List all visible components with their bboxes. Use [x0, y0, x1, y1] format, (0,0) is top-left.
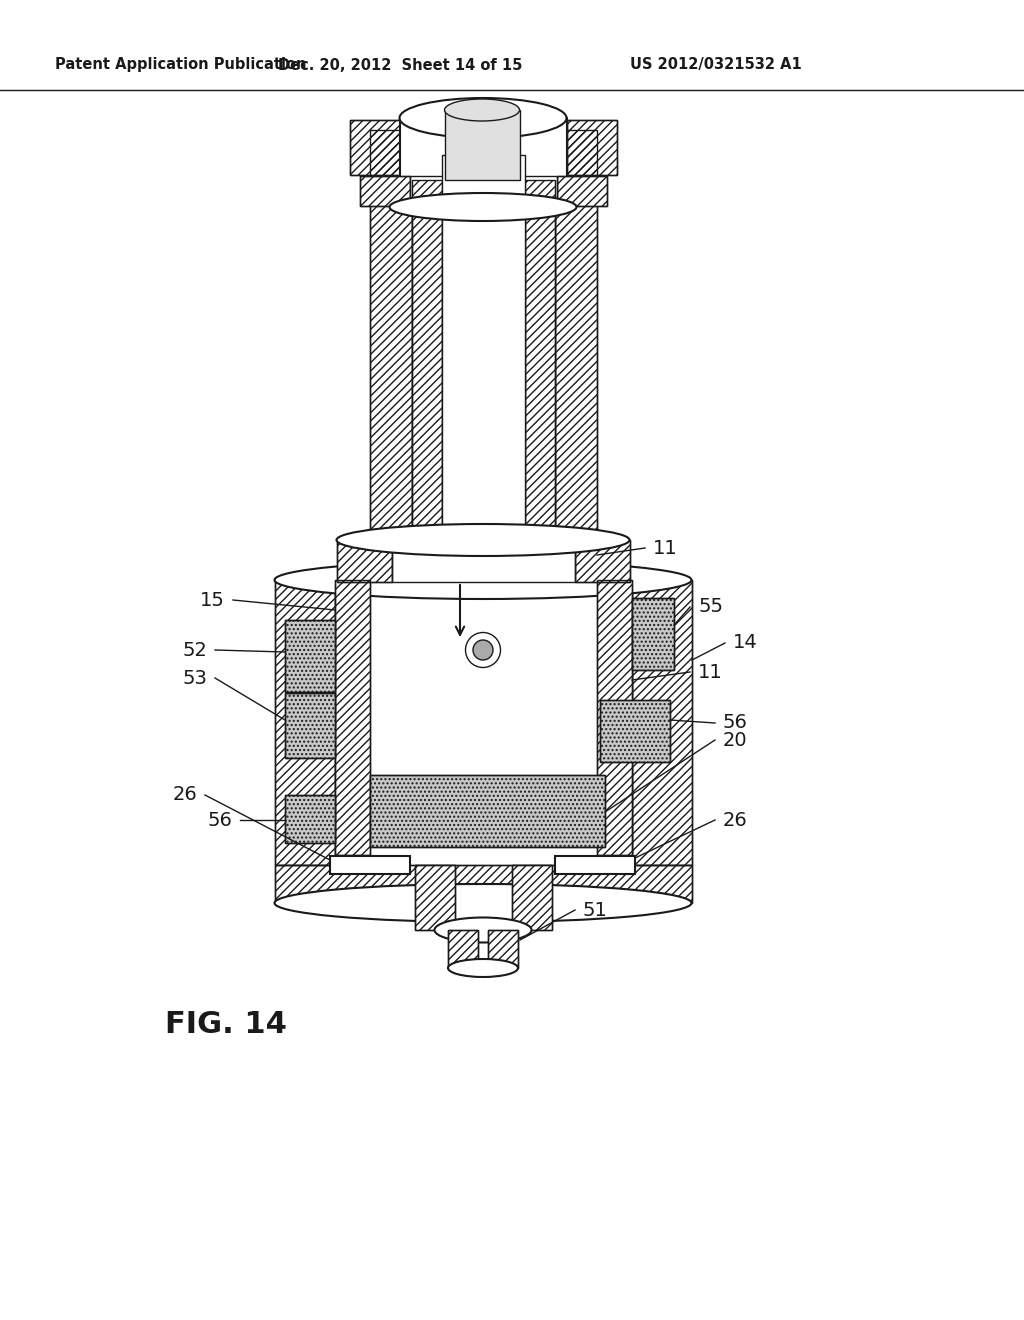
Bar — [557, 176, 607, 206]
Bar — [370, 775, 605, 847]
Bar — [525, 180, 555, 550]
Ellipse shape — [274, 884, 691, 921]
Bar — [632, 598, 674, 671]
Bar — [449, 931, 478, 968]
Bar — [337, 540, 392, 582]
Ellipse shape — [389, 193, 577, 220]
Text: 56: 56 — [207, 810, 232, 829]
Bar — [275, 579, 335, 865]
Bar — [557, 176, 607, 206]
Bar — [350, 120, 400, 176]
Ellipse shape — [449, 960, 518, 977]
Bar — [370, 775, 605, 847]
Text: 56: 56 — [723, 714, 748, 733]
Bar — [370, 129, 412, 560]
Ellipse shape — [399, 98, 566, 139]
Text: Dec. 20, 2012  Sheet 14 of 15: Dec. 20, 2012 Sheet 14 of 15 — [278, 58, 522, 73]
Bar — [632, 598, 674, 671]
Bar — [285, 620, 335, 692]
Ellipse shape — [274, 561, 691, 599]
Bar — [600, 700, 670, 762]
Text: 14: 14 — [733, 634, 758, 652]
Bar — [600, 700, 670, 762]
Bar — [337, 540, 392, 582]
Text: 52: 52 — [182, 640, 207, 660]
Bar — [285, 693, 335, 758]
Text: 11: 11 — [653, 539, 678, 557]
Bar — [400, 117, 567, 178]
Bar — [415, 865, 455, 931]
Bar — [555, 855, 635, 874]
Text: 11: 11 — [698, 663, 723, 681]
Ellipse shape — [466, 632, 501, 668]
Bar — [597, 579, 632, 855]
Bar — [330, 855, 410, 874]
Ellipse shape — [444, 99, 519, 121]
Text: 51: 51 — [583, 900, 608, 920]
Bar — [410, 176, 557, 206]
Bar — [567, 120, 617, 176]
Ellipse shape — [337, 524, 630, 556]
Bar — [445, 110, 520, 180]
Bar — [335, 579, 370, 855]
Text: 26: 26 — [723, 810, 748, 829]
Text: 15: 15 — [200, 590, 225, 610]
Bar — [555, 129, 597, 560]
Bar — [285, 795, 335, 843]
Text: 20: 20 — [723, 730, 748, 750]
Bar — [597, 579, 632, 855]
Bar — [285, 620, 335, 692]
Bar — [442, 154, 525, 545]
Bar — [575, 540, 630, 582]
Bar — [275, 579, 335, 865]
Bar — [512, 865, 552, 931]
Bar — [412, 180, 442, 550]
Bar — [488, 931, 518, 968]
Bar — [350, 120, 400, 176]
Bar — [555, 129, 597, 560]
Text: 53: 53 — [182, 668, 207, 688]
Bar — [275, 865, 692, 903]
Text: Patent Application Publication: Patent Application Publication — [55, 58, 306, 73]
Bar — [632, 579, 692, 865]
Bar — [285, 795, 335, 843]
Bar — [285, 693, 335, 758]
Bar — [412, 180, 442, 550]
Text: FIG. 14: FIG. 14 — [165, 1010, 287, 1039]
Bar — [335, 579, 370, 855]
Bar — [415, 865, 455, 931]
Bar — [632, 579, 692, 865]
Text: 26: 26 — [172, 785, 197, 804]
Bar — [488, 931, 518, 968]
Bar — [512, 865, 552, 931]
Text: 55: 55 — [698, 598, 723, 616]
Bar — [449, 931, 478, 968]
Ellipse shape — [473, 640, 493, 660]
Bar — [360, 176, 410, 206]
Bar — [525, 180, 555, 550]
Bar — [370, 129, 412, 560]
Bar — [360, 176, 410, 206]
Bar — [392, 540, 575, 582]
Bar — [567, 120, 617, 176]
Text: US 2012/0321532 A1: US 2012/0321532 A1 — [630, 58, 802, 73]
Ellipse shape — [434, 917, 531, 942]
Bar — [575, 540, 630, 582]
Bar — [275, 865, 692, 903]
